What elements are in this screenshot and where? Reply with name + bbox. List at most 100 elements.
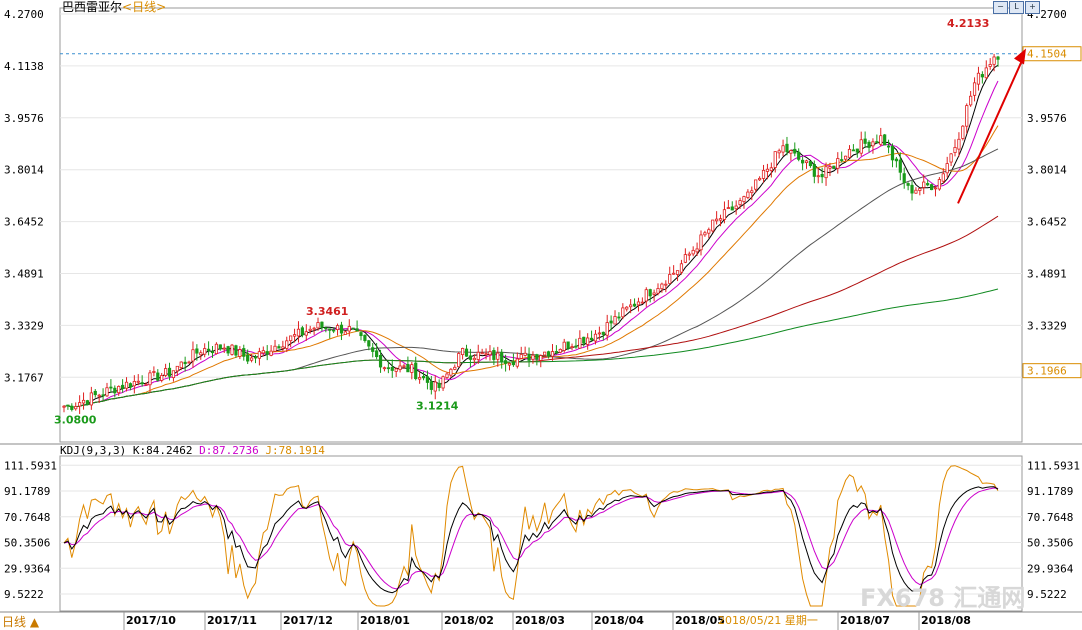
candle-body xyxy=(160,375,164,381)
candle-body xyxy=(472,357,476,361)
candle-body xyxy=(394,368,398,372)
candle-body xyxy=(62,405,66,408)
date-tick-label: 2017/12 xyxy=(283,614,333,627)
price-tick-label: 3.4891 xyxy=(4,267,44,280)
candle-body xyxy=(976,72,981,85)
date-tick-label: 2018/02 xyxy=(444,614,494,627)
candle-body xyxy=(441,376,445,389)
candle-body xyxy=(277,346,281,349)
kdj-tick-label: 111.5931 xyxy=(4,459,57,472)
candle-body xyxy=(812,164,816,177)
candle-body xyxy=(429,381,433,390)
date-tick-label: 2018/08 xyxy=(921,614,971,627)
candle-body xyxy=(187,361,191,364)
candle-body xyxy=(285,340,289,349)
price-tick-label: 3.6452 xyxy=(4,216,44,229)
price-tick-label: 3.1767 xyxy=(4,371,44,384)
candle-body xyxy=(257,351,261,359)
ma60-line xyxy=(63,148,999,408)
candle-body xyxy=(953,147,957,153)
candle-body xyxy=(859,139,863,154)
candle-body xyxy=(695,248,699,253)
candle-body xyxy=(933,187,938,190)
candle-body xyxy=(124,381,129,389)
trend-arrow-head xyxy=(1014,48,1026,65)
kdj-tick-label: 70.7648 xyxy=(4,511,50,524)
candle-body xyxy=(406,364,410,373)
ma5-line xyxy=(63,64,999,408)
candle-body xyxy=(249,357,254,361)
date-tick-label: 2018/07 xyxy=(840,614,890,627)
candle-body xyxy=(683,254,687,263)
candle-body xyxy=(375,350,379,358)
candle-body xyxy=(281,346,285,349)
price-tick-label: 3.9576 xyxy=(4,112,44,125)
kdj-d-line xyxy=(63,487,999,590)
candle-body xyxy=(351,327,355,330)
kdj-panel-frame xyxy=(59,455,1023,612)
symbol-name: 巴西雷亚尔 xyxy=(62,0,123,14)
candle-body xyxy=(480,352,484,355)
candle-body xyxy=(101,394,105,397)
candle-body xyxy=(773,151,777,168)
candle-body xyxy=(324,327,328,330)
kdj-tick-label-right: 70.7648 xyxy=(1027,511,1073,524)
candle-body xyxy=(922,181,926,188)
candle-body xyxy=(156,372,160,381)
candle-body xyxy=(601,331,605,335)
ma10-line xyxy=(63,80,999,408)
candle-body xyxy=(363,334,367,341)
candle-body xyxy=(410,364,414,373)
candle-body xyxy=(996,56,1000,60)
candle-body xyxy=(894,158,898,162)
period-selector-button[interactable]: 日线 ▲ xyxy=(2,615,40,629)
candle-body xyxy=(832,165,836,169)
candle-body xyxy=(750,190,754,194)
kdj-tick-label-right: 111.5931 xyxy=(1027,459,1080,472)
price-tag-label: 3.1966 xyxy=(1027,365,1067,378)
candle-body xyxy=(965,105,969,127)
candle-body xyxy=(171,370,176,379)
candle-body xyxy=(699,234,703,251)
candle-body xyxy=(543,351,547,356)
candle-body xyxy=(382,367,387,370)
candle-body xyxy=(746,191,750,198)
price-tick-label: 3.3329 xyxy=(4,319,44,332)
candle-body xyxy=(312,327,316,330)
candle-body xyxy=(941,173,945,182)
candle-body xyxy=(296,328,301,337)
zoom-in-button[interactable]: + xyxy=(1025,1,1040,14)
candle-body xyxy=(484,353,488,356)
layout-button[interactable]: L xyxy=(1009,1,1024,14)
candle-body xyxy=(804,160,809,164)
kdj-tick-label: 29.9364 xyxy=(4,562,51,575)
kdj-tick-label-right: 29.9364 xyxy=(1027,562,1074,575)
candle-body xyxy=(457,353,461,368)
candle-body xyxy=(648,289,652,297)
candle-body xyxy=(597,332,601,335)
candle-body xyxy=(824,166,828,179)
candle-body xyxy=(593,333,598,342)
candle-body xyxy=(500,351,504,362)
candle-body xyxy=(777,150,781,154)
candle-body xyxy=(496,352,500,360)
candle-body xyxy=(847,148,852,158)
candle-body xyxy=(390,367,394,371)
candle-body xyxy=(883,134,887,146)
price-tag-label: 4.1504 xyxy=(1027,48,1067,61)
candle-body xyxy=(781,145,785,153)
ma120-line xyxy=(63,215,999,408)
candle-body xyxy=(437,382,441,388)
candle-body xyxy=(726,207,730,209)
zoom-out-button[interactable]: − xyxy=(993,1,1008,14)
candle-body xyxy=(445,373,449,378)
candle-body xyxy=(687,253,691,256)
kdj-tick-label: 50.3506 xyxy=(4,537,50,550)
candle-body xyxy=(871,141,875,147)
candle-body xyxy=(918,188,922,191)
candle-body xyxy=(758,177,762,181)
candle-body xyxy=(797,151,801,160)
candle-body xyxy=(74,406,78,410)
candle-body xyxy=(898,159,902,173)
